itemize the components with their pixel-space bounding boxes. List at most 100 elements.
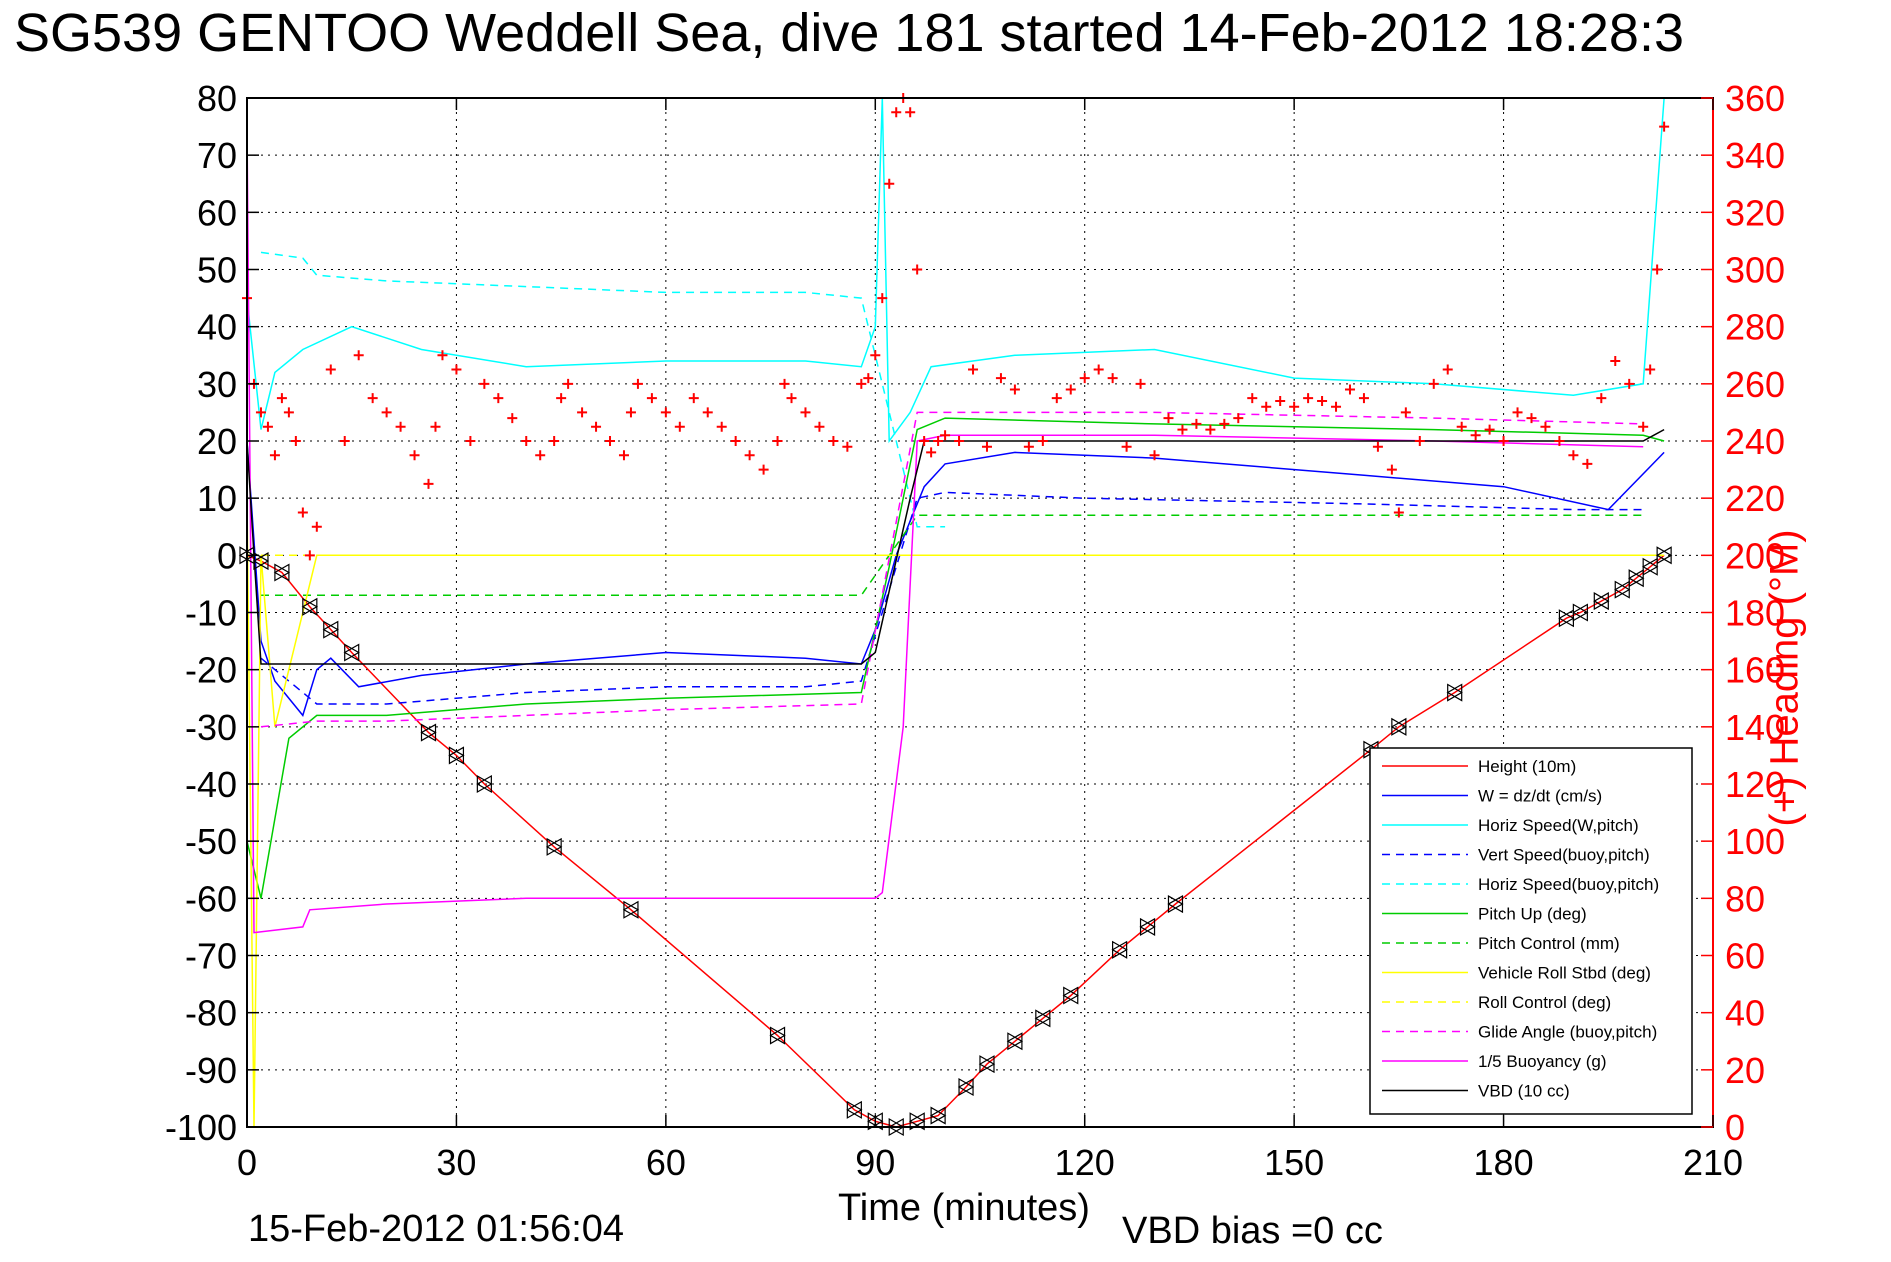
heading-point: [1484, 424, 1495, 435]
heading-point: [577, 407, 588, 418]
heading-point: [1568, 450, 1579, 461]
heading-point: [779, 378, 790, 389]
heading-point: [283, 407, 294, 418]
height-marker: [343, 643, 360, 662]
series-line-5: [246, 417, 1665, 899]
heading-point: [744, 450, 755, 461]
y-tick-label: -100: [165, 1107, 237, 1148]
y-tick-label: -90: [185, 1050, 237, 1091]
heading-point: [493, 393, 504, 404]
series-line-2: [246, 97, 1665, 444]
heading-point: [1428, 378, 1439, 389]
heading-point: [563, 378, 574, 389]
height-marker: [1390, 717, 1408, 736]
y-tick-label: 60: [197, 192, 237, 233]
height-marker: [1111, 940, 1128, 959]
right-y-tick-label: 20: [1725, 1050, 1765, 1091]
heading-point: [1596, 393, 1607, 404]
heading-point: [479, 378, 490, 389]
heading-point: [1107, 373, 1118, 384]
heading-point: [255, 407, 266, 418]
height-marker: [908, 1112, 926, 1131]
series-line-4: [260, 251, 946, 528]
heading-point: [954, 436, 965, 446]
y-tick-label: 70: [197, 135, 237, 176]
heading-point: [863, 373, 874, 384]
heading-point: [919, 436, 930, 446]
heading-point: [1051, 393, 1062, 404]
heading-point: [1163, 413, 1174, 424]
height-marker: [448, 746, 465, 765]
height-marker: [322, 620, 339, 639]
heading-point: [1037, 436, 1048, 446]
heading-point: [758, 464, 769, 475]
heading-point: [618, 450, 629, 461]
heading-point: [535, 450, 546, 461]
height-marker: [1655, 546, 1673, 565]
heading-point: [262, 421, 273, 432]
legend-entry: Roll Control (deg): [1478, 993, 1611, 1012]
right-y-tick-label: 300: [1725, 250, 1785, 291]
height-marker: [1446, 683, 1463, 702]
heading-point: [981, 441, 992, 452]
y-tick-label: 10: [197, 478, 237, 519]
heading-point: [367, 393, 378, 404]
legend: Height (10m) W = dz/dt (cm/s) Horiz Speed(…: [1369, 747, 1693, 1115]
y-tick-label: 0: [217, 535, 237, 576]
heading-point: [290, 436, 301, 446]
legend-entry: 1/5 Buoyancy (g): [1478, 1052, 1607, 1071]
right-y-tick-label: 60: [1725, 936, 1765, 977]
heading-point: [1149, 450, 1160, 461]
heading-point: [1393, 507, 1404, 518]
x-axis-label: Time (minutes): [838, 1187, 1090, 1229]
height-marker: [1139, 917, 1156, 936]
legend-entry: Vehicle Roll Stbd (deg): [1478, 964, 1651, 983]
heading-point: [1135, 378, 1146, 389]
heading-point: [716, 421, 727, 432]
heading-point: [395, 421, 406, 432]
heading-point: [786, 393, 797, 404]
heading-point: [276, 393, 287, 404]
legend-entry: Horiz Speed(buoy,pitch): [1478, 875, 1659, 894]
legend-entry: Horiz Speed(W,pitch): [1478, 816, 1639, 835]
legend-entry: Height (10m): [1478, 757, 1576, 776]
heading-point: [1372, 441, 1383, 452]
heading-point: [660, 407, 671, 418]
legend-entry: Pitch Up (deg): [1478, 905, 1587, 924]
heading-point: [1247, 393, 1258, 404]
heading-point: [1582, 458, 1593, 469]
height-marker: [1593, 592, 1610, 611]
vbd-bias-label: VBD bias =0 cc: [1122, 1210, 1383, 1252]
heading-point: [772, 436, 783, 446]
heading-point: [269, 450, 280, 461]
legend-entry: Pitch Control (mm): [1478, 934, 1620, 953]
height-marker: [273, 563, 291, 582]
heading-point: [877, 293, 888, 304]
right-y-tick-label: 120: [1725, 764, 1785, 805]
height-marker: [622, 900, 640, 919]
right-y-tick-label: 40: [1725, 993, 1765, 1034]
y-tick-label: -70: [185, 936, 237, 977]
heading-point: [1177, 424, 1188, 435]
heading-point: [1121, 441, 1132, 452]
series-line-10: [246, 126, 1644, 934]
heading-point: [800, 407, 811, 418]
heading-point: [591, 421, 602, 432]
heading-point: [381, 407, 392, 418]
right-y-tick-label: 100: [1725, 821, 1785, 862]
right-y-tick-label: 160: [1725, 650, 1785, 691]
right-y-tick-label: 240: [1725, 421, 1785, 462]
heading-point: [1624, 378, 1635, 389]
x-tick-label: 150: [1264, 1142, 1324, 1183]
heading-point: [556, 393, 567, 404]
x-tick-label: 60: [646, 1142, 686, 1183]
heading-point: [1659, 121, 1670, 132]
heading-point: [1540, 421, 1551, 432]
heading-point: [688, 393, 699, 404]
y-tick-label: 50: [197, 250, 237, 291]
heading-point: [1358, 393, 1369, 404]
heading-point: [1442, 364, 1453, 375]
series-line-3: [260, 491, 1644, 705]
heading-point: [646, 393, 657, 404]
heading-point: [297, 507, 308, 518]
